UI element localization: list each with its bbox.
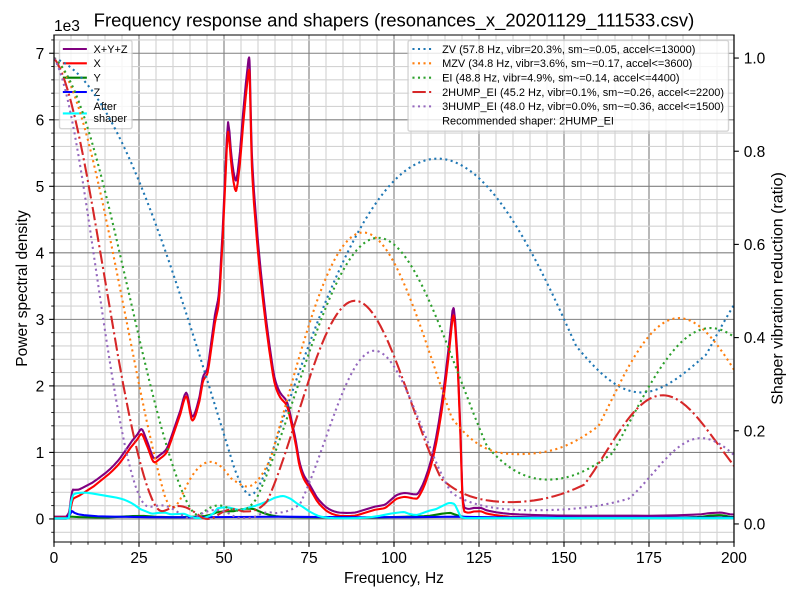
svg-text:0.6: 0.6 — [744, 237, 766, 254]
svg-text:Z: Z — [94, 87, 101, 99]
svg-text:0: 0 — [36, 512, 45, 529]
svg-text:MZV (34.8 Hz, vibr=3.6%, sm~=0: MZV (34.8 Hz, vibr=3.6%, sm~=0.17, accel… — [442, 58, 692, 70]
svg-text:X: X — [94, 58, 102, 70]
svg-text:0.8: 0.8 — [744, 144, 766, 161]
svg-text:Frequency, Hz: Frequency, Hz — [344, 570, 444, 587]
svg-text:EI (48.8 Hz, vibr=4.9%, sm~=0.: EI (48.8 Hz, vibr=4.9%, sm~=0.14, accel<… — [442, 73, 679, 85]
svg-text:150: 150 — [551, 550, 577, 567]
svg-text:Shaper vibration reduction (ra: Shaper vibration reduction (ratio) — [769, 172, 786, 405]
svg-text:125: 125 — [466, 550, 492, 567]
svg-text:1.0: 1.0 — [744, 51, 766, 68]
svg-text:5: 5 — [36, 179, 45, 196]
svg-text:ZV (57.8 Hz, vibr=20.3%, sm~=0: ZV (57.8 Hz, vibr=20.3%, sm~=0.05, accel… — [442, 44, 695, 56]
svg-text:3HUMP_EI (48.0 Hz, vibr=0.0%,: 3HUMP_EI (48.0 Hz, vibr=0.0%, sm~=0.36, … — [442, 101, 724, 113]
svg-text:0.4: 0.4 — [744, 330, 766, 347]
svg-text:100: 100 — [381, 550, 407, 567]
svg-text:2: 2 — [36, 379, 45, 396]
svg-text:X+Y+Z: X+Y+Z — [94, 44, 128, 56]
svg-text:0.0: 0.0 — [744, 517, 766, 534]
svg-text:Recommended shaper: 2HUMP_EI: Recommended shaper: 2HUMP_EI — [442, 116, 614, 128]
svg-text:1: 1 — [36, 445, 45, 462]
svg-text:6: 6 — [36, 112, 45, 129]
svg-text:200: 200 — [721, 550, 747, 567]
svg-text:7: 7 — [36, 46, 45, 63]
svg-text:3: 3 — [36, 312, 45, 329]
svg-text:0: 0 — [50, 550, 59, 567]
svg-text:2HUMP_EI (45.2 Hz, vibr=0.1%,: 2HUMP_EI (45.2 Hz, vibr=0.1%, sm~=0.26, … — [442, 87, 724, 99]
svg-text:Power spectral density: Power spectral density — [14, 210, 31, 367]
svg-text:Y: Y — [94, 73, 102, 85]
svg-text:Frequency response and shapers: Frequency response and shapers (resonanc… — [94, 10, 695, 32]
svg-text:4: 4 — [36, 245, 45, 262]
svg-text:1e3: 1e3 — [54, 18, 80, 35]
svg-text:0.2: 0.2 — [744, 423, 766, 440]
svg-text:25: 25 — [130, 550, 147, 567]
svg-text:50: 50 — [215, 550, 233, 567]
svg-text:175: 175 — [636, 550, 662, 567]
svg-text:After: After — [94, 101, 118, 113]
svg-text:75: 75 — [300, 550, 317, 567]
